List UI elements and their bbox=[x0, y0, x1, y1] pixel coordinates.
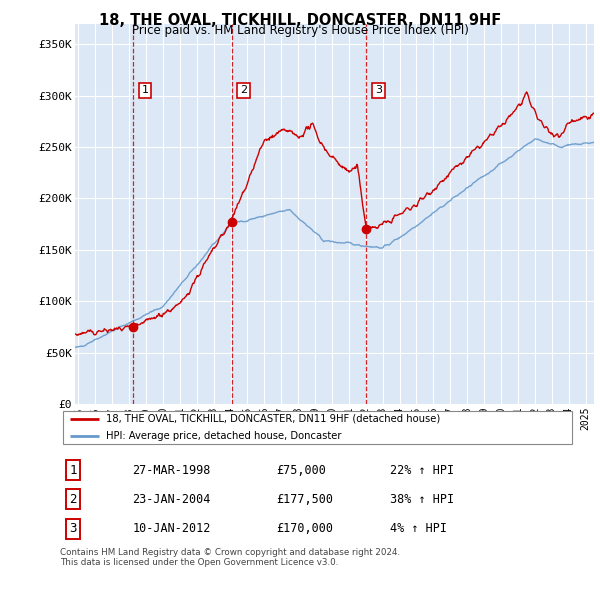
Text: 18, THE OVAL, TICKHILL, DONCASTER, DN11 9HF (detached house): 18, THE OVAL, TICKHILL, DONCASTER, DN11 … bbox=[106, 414, 440, 424]
Text: Price paid vs. HM Land Registry's House Price Index (HPI): Price paid vs. HM Land Registry's House … bbox=[131, 24, 469, 37]
Text: 2: 2 bbox=[69, 493, 77, 506]
Text: £170,000: £170,000 bbox=[277, 522, 334, 535]
Text: 3: 3 bbox=[69, 522, 77, 535]
Text: 3: 3 bbox=[375, 86, 382, 96]
Text: 10-JAN-2012: 10-JAN-2012 bbox=[132, 522, 211, 535]
Text: Contains HM Land Registry data © Crown copyright and database right 2024.
This d: Contains HM Land Registry data © Crown c… bbox=[60, 548, 400, 567]
Text: 1: 1 bbox=[142, 86, 148, 96]
Text: 18, THE OVAL, TICKHILL, DONCASTER, DN11 9HF: 18, THE OVAL, TICKHILL, DONCASTER, DN11 … bbox=[99, 13, 501, 28]
Text: HPI: Average price, detached house, Doncaster: HPI: Average price, detached house, Donc… bbox=[106, 431, 342, 441]
Text: £75,000: £75,000 bbox=[277, 464, 326, 477]
Text: 23-JAN-2004: 23-JAN-2004 bbox=[132, 493, 211, 506]
Text: £177,500: £177,500 bbox=[277, 493, 334, 506]
Text: 22% ↑ HPI: 22% ↑ HPI bbox=[390, 464, 454, 477]
Text: 38% ↑ HPI: 38% ↑ HPI bbox=[390, 493, 454, 506]
Text: 2: 2 bbox=[240, 86, 247, 96]
Text: 27-MAR-1998: 27-MAR-1998 bbox=[132, 464, 211, 477]
Text: 1: 1 bbox=[69, 464, 77, 477]
FancyBboxPatch shape bbox=[62, 411, 572, 444]
Text: 4% ↑ HPI: 4% ↑ HPI bbox=[390, 522, 447, 535]
